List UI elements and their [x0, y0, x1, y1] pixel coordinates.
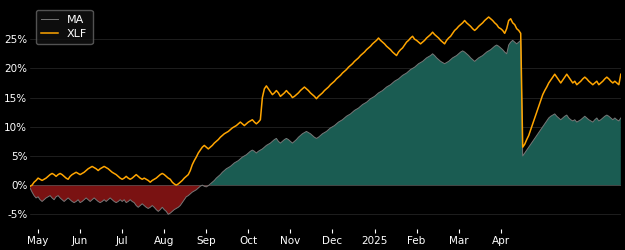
XLF — [26, 185, 34, 188]
MA — [26, 186, 34, 190]
XLF — [287, 93, 294, 96]
MA — [289, 142, 296, 144]
MA — [411, 66, 418, 69]
MA — [164, 213, 172, 216]
MA — [617, 116, 624, 119]
XLF — [102, 166, 110, 169]
XLF — [617, 73, 624, 76]
XLF — [615, 83, 622, 86]
MA — [467, 56, 474, 59]
MA — [509, 39, 516, 42]
Line: MA: MA — [30, 40, 621, 214]
Line: XLF: XLF — [30, 17, 621, 186]
XLF — [409, 35, 416, 38]
MA — [74, 198, 82, 201]
XLF — [543, 86, 551, 88]
MA — [102, 200, 110, 203]
Legend: MA, XLF: MA, XLF — [36, 10, 92, 44]
XLF — [74, 172, 82, 175]
MA — [545, 116, 552, 119]
XLF — [485, 16, 492, 18]
